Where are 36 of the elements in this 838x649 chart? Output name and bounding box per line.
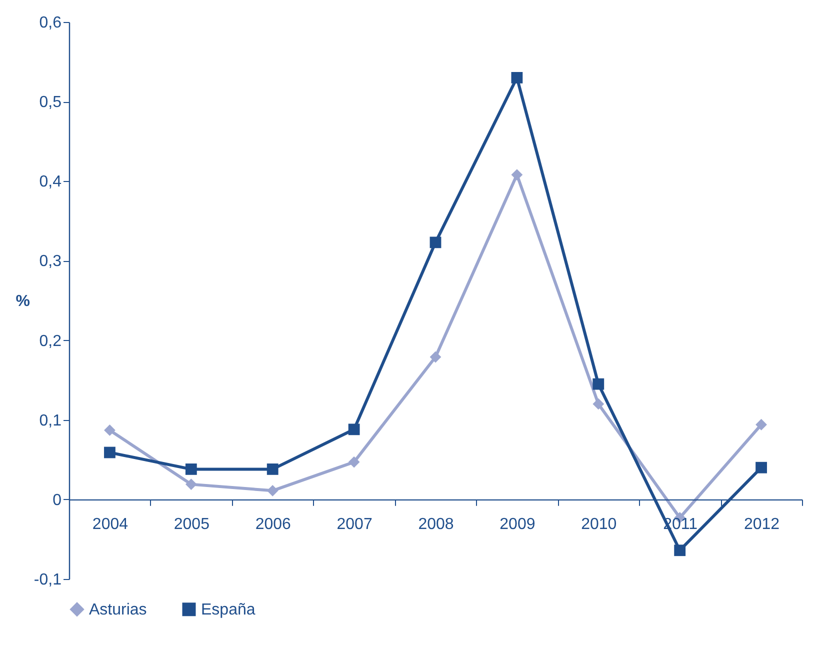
y-tick-label: 0,6 — [39, 14, 62, 32]
y-tick-label: -0,1 — [34, 572, 62, 588]
x-tick-label: 2005 — [174, 516, 210, 533]
point — [185, 463, 197, 475]
point — [430, 236, 442, 248]
point — [430, 351, 442, 363]
y-axis-title: % — [16, 293, 30, 310]
point — [592, 378, 604, 390]
x-tick-label: 2006 — [255, 516, 292, 533]
y-tick-label: 0,4 — [39, 174, 62, 191]
x-tick-label: 2004 — [92, 516, 128, 533]
y-tick-label: 0,1 — [39, 412, 62, 430]
point — [348, 456, 360, 468]
point — [348, 424, 360, 436]
point — [756, 462, 767, 474]
legend-label: Asturias — [89, 601, 147, 618]
point — [756, 418, 767, 430]
x-tick-label: 2007 — [336, 516, 372, 533]
x-tick-label: 2012 — [744, 516, 780, 533]
y-tick-label: 0 — [52, 492, 62, 509]
x-tick-label: 2008 — [418, 516, 454, 533]
point — [104, 446, 116, 458]
y-tick-label: 0,3 — [39, 253, 62, 270]
point — [674, 544, 686, 556]
y-tick-label: 0,2 — [39, 332, 62, 350]
point — [511, 169, 523, 180]
point — [592, 398, 604, 410]
point — [185, 478, 197, 490]
point — [266, 463, 278, 475]
point — [104, 424, 116, 436]
x-tick-label: 2010 — [581, 516, 617, 533]
point — [266, 484, 278, 496]
point — [511, 72, 523, 84]
legend-label: España — [201, 601, 256, 618]
x-tick-label: 2009 — [500, 516, 536, 533]
y-tick-label: 0,5 — [39, 94, 62, 112]
